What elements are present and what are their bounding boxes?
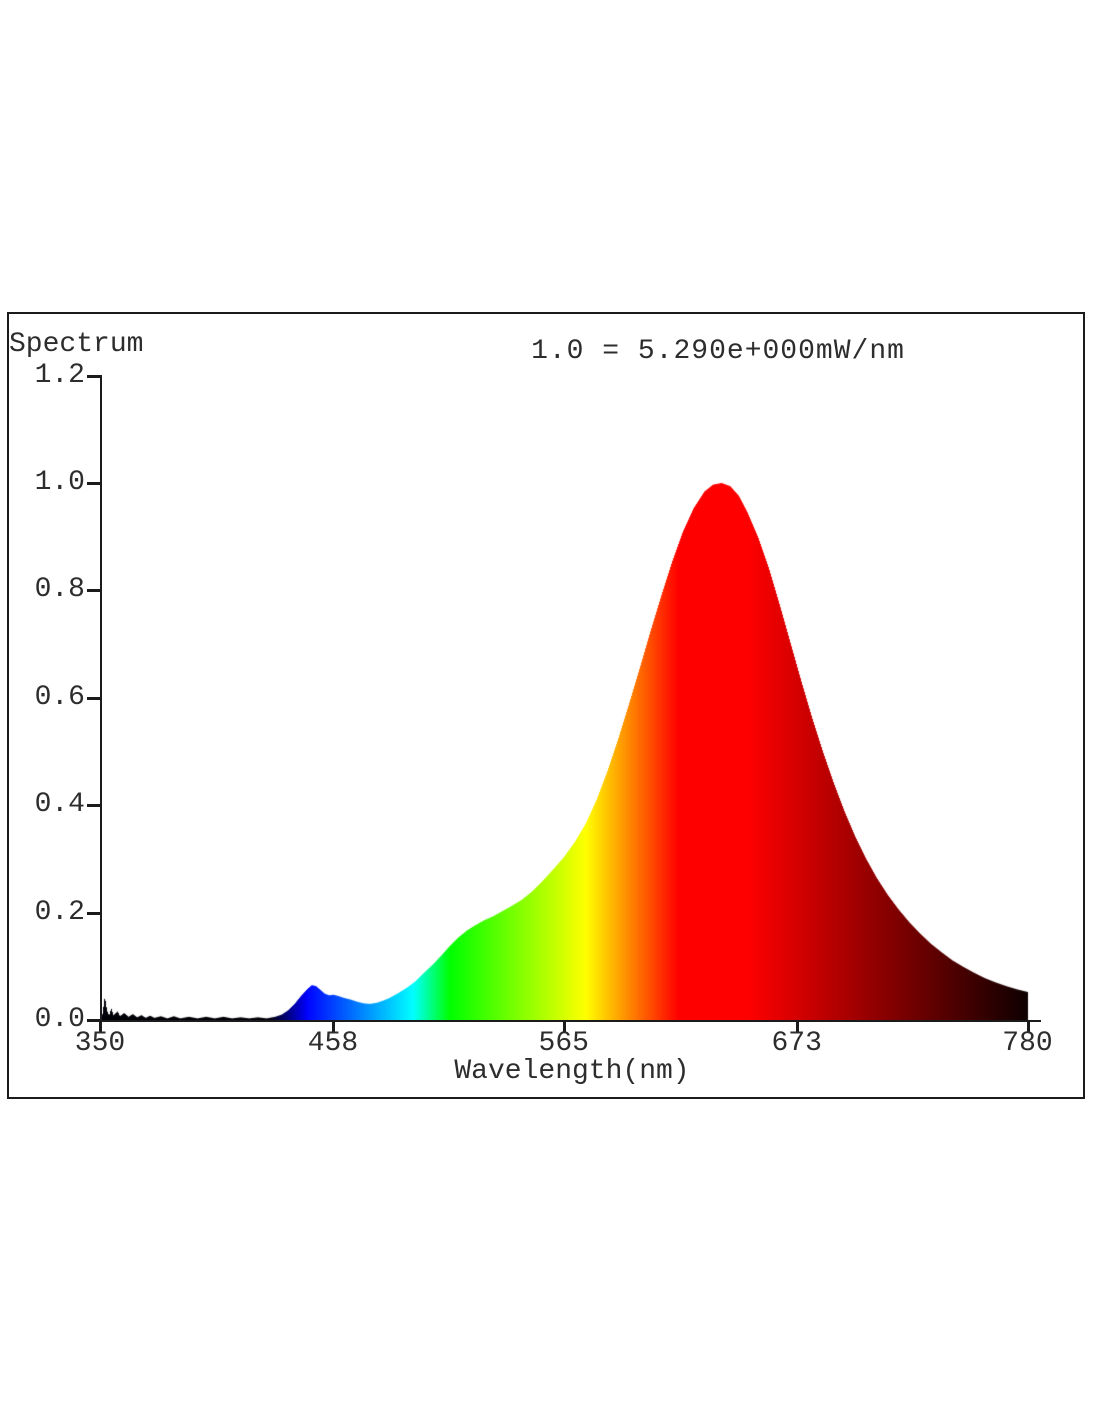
y-tick-label: 0.0: [34, 1004, 85, 1035]
y-axis-line: [100, 375, 102, 1022]
x-tick: [562, 1020, 566, 1032]
scale-annotation: 1.0 = 5.290e+000mW/nm: [531, 336, 905, 367]
y-tick: [87, 911, 100, 915]
x-tick-label: 673: [771, 1028, 822, 1059]
y-tick: [87, 1019, 100, 1022]
y-tick-label: 1.0: [34, 467, 85, 498]
y-tick: [87, 374, 100, 378]
y-tick: [87, 696, 100, 700]
x-axis-line: [100, 1020, 1041, 1022]
x-tick-label: 565: [538, 1028, 589, 1059]
chart-title: Spectrum: [9, 329, 144, 360]
x-tick: [99, 1020, 102, 1032]
x-axis-title: Wavelength(nm): [454, 1056, 690, 1087]
plot-layer: Spectrum 1.0 = 5.290e+000mW/nm 1.2 1.0 0.8…: [9, 314, 1083, 1097]
spectrum-area-plot: [100, 376, 1041, 1020]
y-tick-label: 0.6: [34, 681, 85, 713]
x-tick: [795, 1020, 799, 1032]
y-tick: [87, 482, 100, 485]
x-tick: [331, 1020, 335, 1032]
y-tick-label: 0.4: [34, 789, 85, 821]
y-tick: [87, 804, 100, 808]
y-tick-label: 1.2: [34, 359, 85, 391]
x-tick-label: 350: [74, 1028, 126, 1059]
chart-frame: Spectrum 1.0 = 5.290e+000mW/nm 1.2 1.0 0.8…: [7, 312, 1085, 1099]
x-tick-label: 780: [1002, 1028, 1053, 1059]
y-tick-label: 0.8: [34, 574, 85, 606]
x-tick-label: 458: [307, 1028, 359, 1059]
y-tick-label: 0.2: [34, 896, 85, 928]
y-tick: [87, 589, 100, 593]
x-tick: [1026, 1020, 1030, 1032]
